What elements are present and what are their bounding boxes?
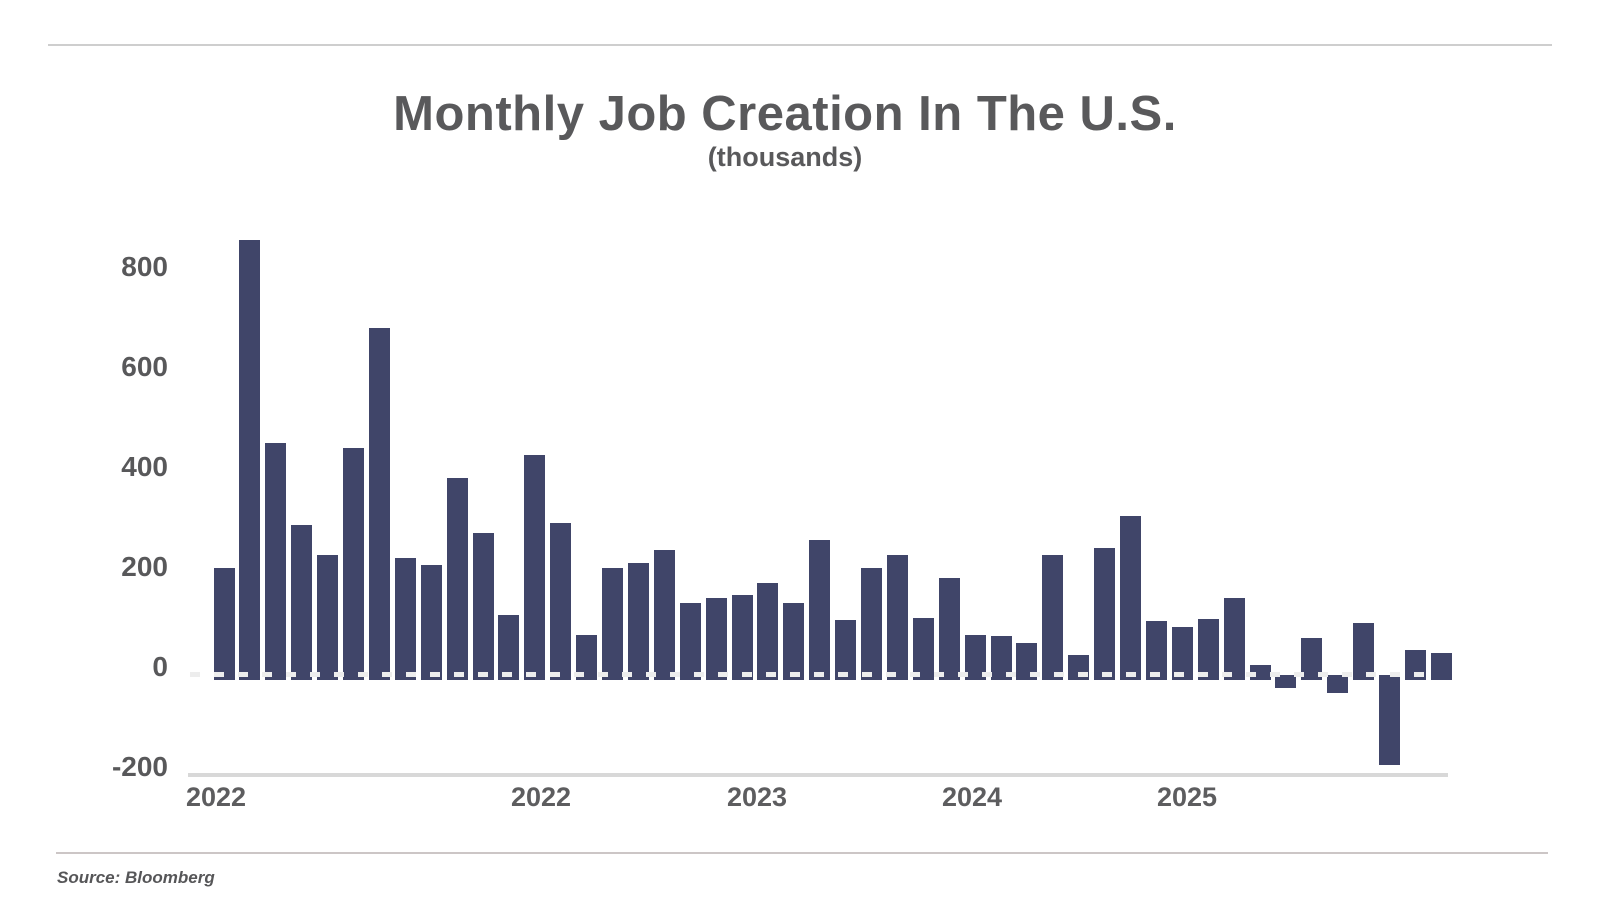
chart-title: Monthly Job Creation In The U.S. (393, 87, 1177, 141)
y-axis-tick-label: 200 (121, 551, 168, 582)
x-axis-tick-label: 2024 (941, 782, 1003, 812)
bar (731, 595, 753, 680)
bar (1197, 618, 1219, 680)
bar (1379, 675, 1400, 765)
bar (239, 240, 261, 680)
bottom-divider (56, 852, 1548, 854)
bar (343, 447, 364, 680)
bar (1094, 547, 1116, 680)
bar (420, 565, 442, 680)
x-axis-tick-label: 2022 (510, 782, 572, 812)
x-axis-line (188, 773, 1448, 777)
bar (550, 522, 572, 680)
y-axis-tick-label: 800 (121, 251, 168, 282)
bar (653, 550, 675, 680)
bar (1353, 622, 1375, 680)
bar (679, 602, 701, 680)
bar (576, 635, 598, 680)
bar (809, 540, 831, 680)
bar (1120, 516, 1141, 680)
y-axis-tick-label: 400 (121, 451, 168, 482)
y-axis-tick-label: 600 (121, 351, 168, 382)
bar (990, 636, 1012, 680)
bar (912, 617, 934, 680)
bar (291, 525, 313, 680)
source-note: Source: Bloomberg (57, 868, 215, 887)
bar (783, 602, 805, 680)
bar (1042, 555, 1064, 680)
zero-dashed-line (190, 672, 1432, 677)
bar (1430, 652, 1452, 680)
bar (1171, 626, 1193, 680)
bar (886, 555, 908, 680)
bar (524, 455, 546, 680)
bar (938, 577, 960, 680)
x-axis-tick-label: 2025 (1156, 782, 1218, 812)
bar (213, 567, 235, 680)
y-axis-tick-label: -200 (111, 751, 168, 782)
y-axis-tick-label: 0 (152, 651, 168, 682)
bar (394, 557, 416, 680)
bar (1275, 675, 1297, 688)
bar (705, 597, 727, 680)
bar (1223, 597, 1245, 680)
bar (602, 567, 623, 680)
bar (265, 442, 287, 680)
bar (757, 582, 779, 680)
bar (368, 327, 390, 680)
bar (1145, 621, 1167, 680)
chart-subtitle: (thousands) (707, 142, 863, 172)
bar (498, 615, 520, 680)
top-divider (48, 44, 1552, 46)
x-axis-tick-label: 2022 (185, 782, 247, 812)
bar (627, 562, 649, 680)
x-axis-tick-label: 2023 (726, 782, 788, 812)
bar (964, 635, 986, 680)
bar (835, 620, 857, 680)
bar (472, 532, 494, 680)
bar (1301, 637, 1323, 680)
bar (446, 477, 468, 680)
bar (861, 567, 882, 680)
bar (1327, 675, 1349, 693)
bar (1016, 642, 1038, 680)
bar (317, 555, 339, 680)
